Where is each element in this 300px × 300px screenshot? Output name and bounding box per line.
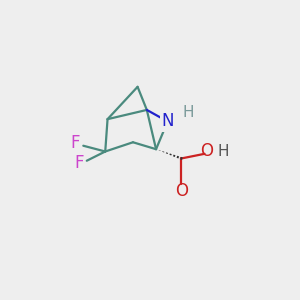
Text: H: H — [217, 144, 229, 159]
Text: F: F — [74, 154, 83, 172]
Text: O: O — [200, 142, 213, 160]
Text: N: N — [161, 112, 174, 130]
Text: O: O — [175, 182, 188, 200]
Text: H: H — [183, 105, 194, 120]
Text: F: F — [70, 134, 80, 152]
